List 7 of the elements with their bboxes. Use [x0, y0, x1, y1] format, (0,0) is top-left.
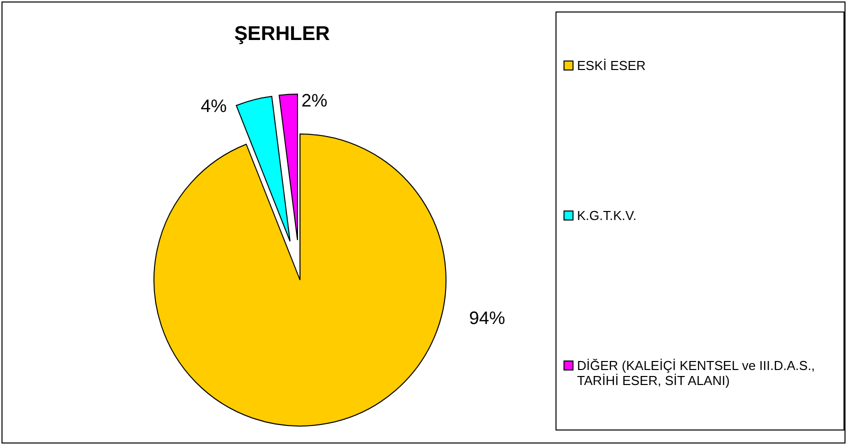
text: ŞERHLER — [234, 23, 330, 45]
data-label: 2% — [301, 90, 328, 110]
data-label: 94% — [469, 308, 506, 328]
legend-label: ESKİ ESER — [577, 58, 646, 73]
data-label: 4% — [200, 96, 227, 116]
legend-label: K.G.T.K.V. — [577, 208, 636, 223]
legend-label: DİĞER (KALEİÇİ KENTSEL ve III.D.A.S., TARİHİ ESER, SİT ALANI) — [577, 358, 815, 388]
